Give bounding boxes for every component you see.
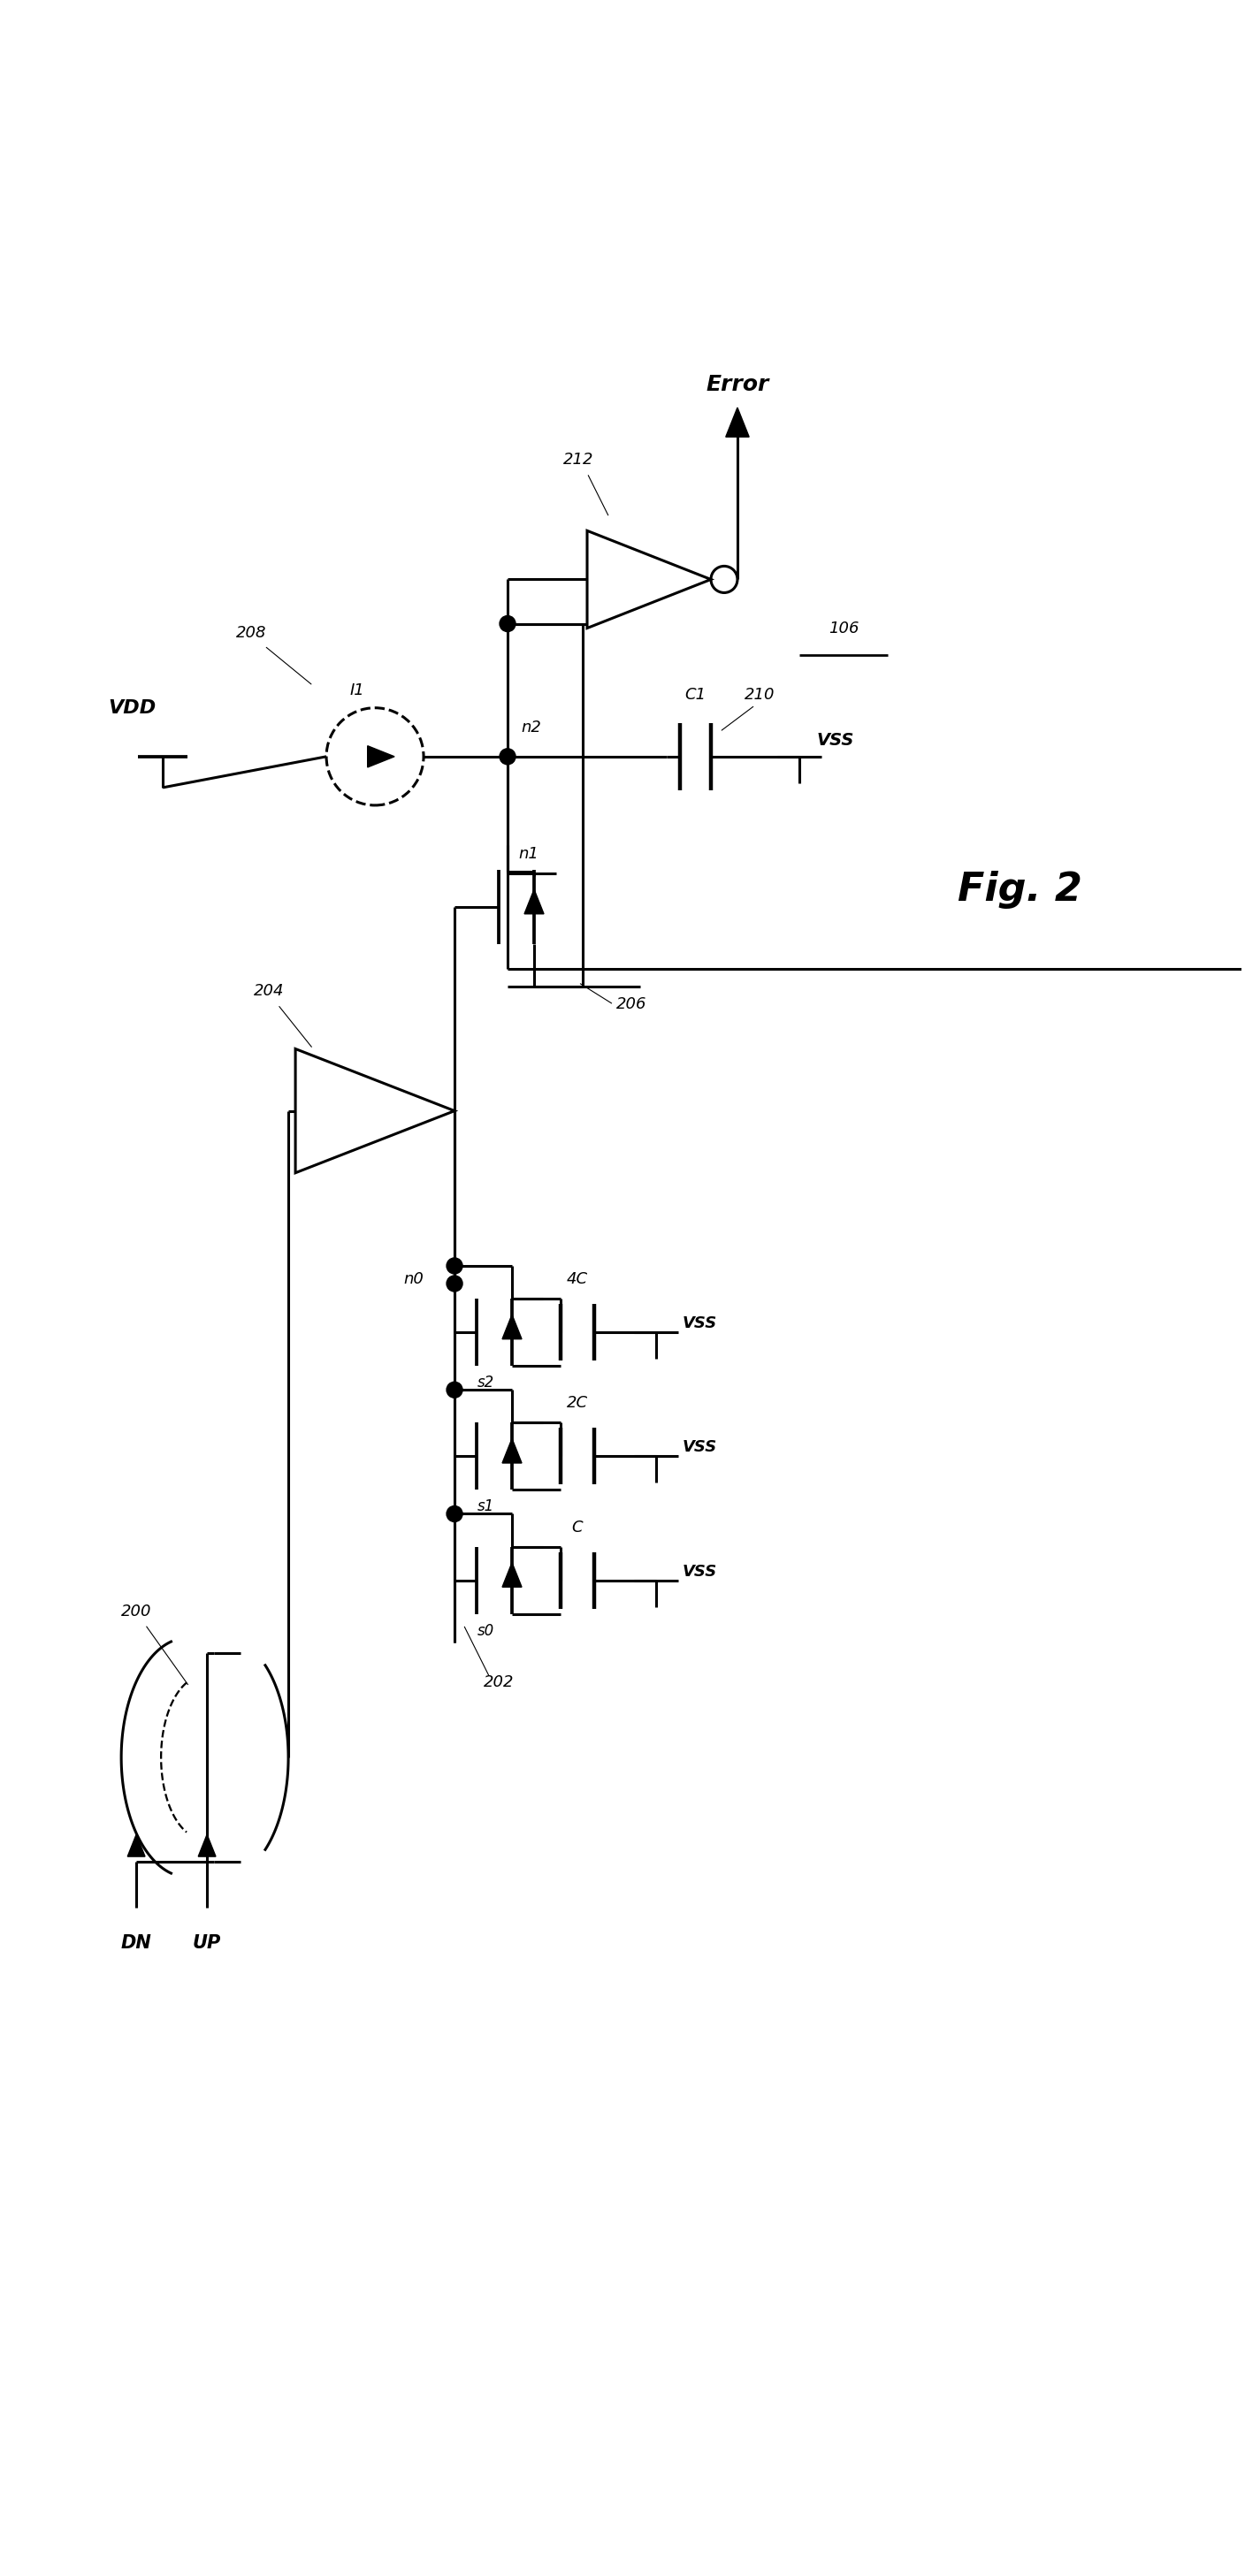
Text: 210: 210 xyxy=(745,688,774,703)
Text: 206: 206 xyxy=(616,997,646,1012)
Text: Fig. 2: Fig. 2 xyxy=(957,871,1083,909)
Polygon shape xyxy=(726,407,749,438)
Text: n2: n2 xyxy=(520,719,542,734)
Text: 204: 204 xyxy=(254,984,284,999)
Text: s1: s1 xyxy=(477,1499,494,1515)
Polygon shape xyxy=(502,1564,522,1587)
Polygon shape xyxy=(198,1834,215,1857)
Text: s0: s0 xyxy=(477,1623,494,1638)
Text: VSS: VSS xyxy=(682,1440,717,1455)
Text: 2C: 2C xyxy=(566,1396,588,1412)
Text: VDD: VDD xyxy=(108,698,156,716)
Text: 4C: 4C xyxy=(566,1270,588,1288)
Circle shape xyxy=(499,750,515,765)
Text: n1: n1 xyxy=(518,845,538,863)
Circle shape xyxy=(447,1257,462,1273)
Text: VSS: VSS xyxy=(817,732,854,750)
Text: Error: Error xyxy=(706,374,769,394)
Circle shape xyxy=(447,1381,462,1399)
Text: C: C xyxy=(571,1520,583,1535)
Text: s2: s2 xyxy=(477,1376,494,1391)
Text: n0: n0 xyxy=(403,1270,423,1288)
Polygon shape xyxy=(524,889,544,914)
Text: UP: UP xyxy=(193,1935,222,1953)
Text: 200: 200 xyxy=(121,1602,152,1620)
Text: 106: 106 xyxy=(828,621,859,636)
Text: VSS: VSS xyxy=(682,1564,717,1579)
Polygon shape xyxy=(502,1437,522,1463)
Polygon shape xyxy=(127,1834,144,1857)
Circle shape xyxy=(499,616,515,631)
Text: 202: 202 xyxy=(483,1674,514,1690)
Polygon shape xyxy=(367,747,395,768)
Circle shape xyxy=(447,1275,462,1291)
Text: C1: C1 xyxy=(685,688,706,703)
Text: I1: I1 xyxy=(350,683,365,698)
Circle shape xyxy=(447,1507,462,1522)
Text: DN: DN xyxy=(121,1935,152,1953)
Text: 208: 208 xyxy=(237,623,266,641)
Polygon shape xyxy=(502,1314,522,1340)
Text: VSS: VSS xyxy=(682,1316,717,1332)
Text: 212: 212 xyxy=(563,451,594,469)
